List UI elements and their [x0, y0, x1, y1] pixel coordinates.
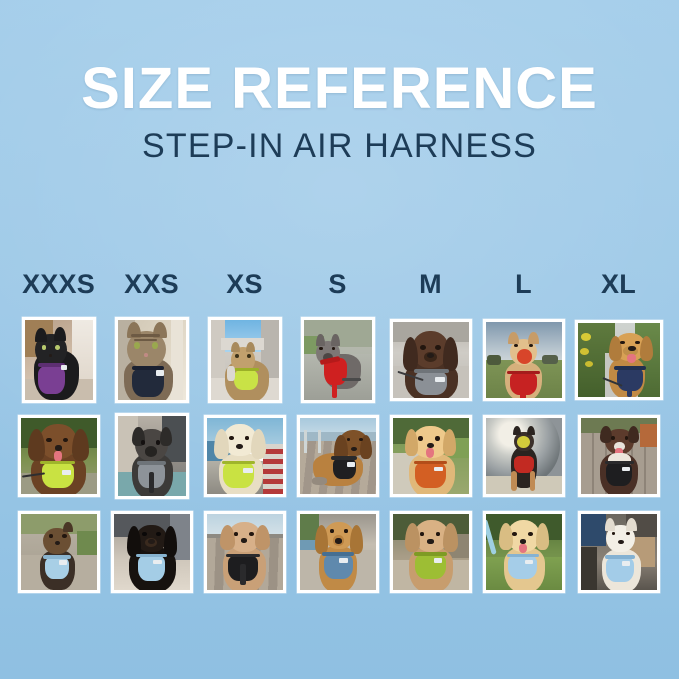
size-label-xs: XS — [226, 269, 263, 299]
photo-tabby-cat-navy-harness — [117, 320, 186, 400]
photo-frame — [577, 511, 660, 593]
photo-frame — [114, 317, 189, 403]
photo-frame — [296, 511, 379, 593]
photo-grid-row — [12, 316, 667, 404]
photo-frame — [203, 415, 286, 497]
photo-cell-l-3 — [477, 508, 570, 596]
photo-black-kitten-purple-harness — [24, 320, 93, 400]
photo-frame — [207, 317, 282, 403]
photo-grid-row — [12, 412, 667, 500]
photo-frame — [389, 415, 472, 497]
photo-frame — [17, 415, 100, 497]
photo-cell-xxs-2 — [105, 412, 198, 500]
photo-apricot-poodle-black-harness — [206, 514, 283, 590]
size-label-row: XXXS XXS XS S M L XL — [12, 268, 667, 300]
photo-cell-xxs-1 — [105, 316, 198, 404]
photo-frame — [482, 511, 565, 593]
photo-white-dog-light-blue-harness — [580, 514, 657, 590]
photo-cell-l-1 — [477, 316, 570, 404]
photo-tan-dachshund-blue-harness — [299, 514, 376, 590]
photo-cell-m-3 — [384, 508, 477, 596]
size-label-m: M — [419, 269, 442, 299]
photo-cell-xs-3 — [198, 508, 291, 596]
photo-frame — [389, 319, 472, 401]
photo-french-bulldog-red-harness — [303, 320, 372, 400]
photo-cell-xxxs-3 — [12, 508, 105, 596]
photo-shiba-inu-ball-red-harness — [485, 322, 562, 398]
photo-golden-retriever-navy-harness — [577, 323, 660, 397]
photo-frame — [482, 415, 565, 497]
size-label-xxs: XXS — [124, 269, 179, 299]
size-label-xl: XL — [601, 269, 636, 299]
photo-cell-s-1 — [291, 316, 384, 404]
photo-frame — [110, 511, 193, 593]
photo-cell-m-1 — [384, 316, 477, 404]
photo-frame — [114, 413, 189, 499]
photo-golden-puppy-orange-harness — [392, 418, 469, 494]
size-label-l: L — [515, 269, 532, 299]
photo-frame — [21, 317, 96, 403]
photo-frame — [296, 415, 379, 497]
photo-cell-xl-3 — [570, 508, 667, 596]
photo-frame — [300, 317, 375, 403]
photo-cell-s-2 — [291, 412, 384, 500]
photo-golden-retriever-puppy-light-blue-harness — [485, 514, 562, 590]
photo-cell-m-2 — [384, 412, 477, 500]
photo-frame — [574, 320, 663, 400]
photo-bengal-cat-car-green-harness — [210, 320, 279, 400]
photo-cell-l-2 — [477, 412, 570, 500]
photo-cell-xl-2 — [570, 412, 667, 500]
photo-brown-cockapoo-neon-green-harness — [20, 418, 97, 494]
photo-grid — [12, 316, 667, 596]
photo-black-tan-dachshund-light-blue-harness — [113, 514, 190, 590]
header: SIZE REFERENCE STEP-IN AIR HARNESS — [0, 58, 679, 166]
photo-cell-xs-1 — [198, 316, 291, 404]
photo-pug-puppy-car-grey-harness — [117, 416, 186, 496]
size-label-xxxs: XXXS — [22, 269, 95, 299]
photo-frame — [17, 511, 100, 593]
photo-grid-row — [12, 508, 667, 596]
photo-yorkie-light-blue-harness — [20, 514, 97, 590]
photo-frame — [203, 511, 286, 593]
photo-cell-s-3 — [291, 508, 384, 596]
photo-frame — [577, 415, 660, 497]
photo-cell-xs-2 — [198, 412, 291, 500]
photo-frame — [389, 511, 472, 593]
photo-kelpie-tunnel-red-harness — [485, 418, 562, 494]
photo-frame — [482, 319, 565, 401]
photo-brown-spaniel-grey-harness — [392, 322, 469, 398]
size-label-s: S — [328, 269, 347, 299]
page-subtitle: STEP-IN AIR HARNESS — [142, 127, 537, 165]
photo-cream-dog-neon-green-harness — [206, 418, 283, 494]
page-title: SIZE REFERENCE — [81, 56, 598, 121]
photo-brown-white-dog-deck-black-harness — [580, 418, 657, 494]
photo-dachshund-boardwalk-black-harness — [299, 418, 376, 494]
photo-goldendoodle-green-harness — [392, 514, 469, 590]
photo-cell-xxxs-1 — [12, 316, 105, 404]
photo-cell-xxxs-2 — [12, 412, 105, 500]
photo-cell-xxs-3 — [105, 508, 198, 596]
photo-cell-xl-1 — [570, 316, 667, 404]
